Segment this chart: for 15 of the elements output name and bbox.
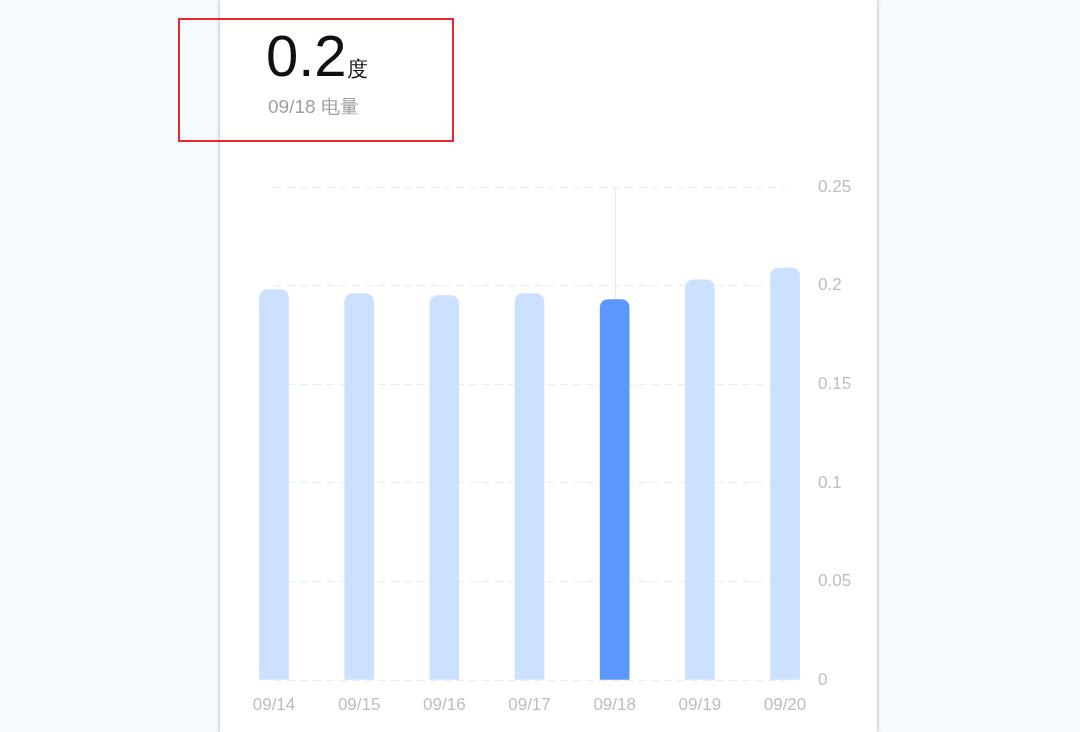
- x-tick-label: 09/20: [763, 694, 807, 714]
- x-tick-label: 09/17: [508, 694, 551, 714]
- chart-subtitle: 09/18 电量: [268, 95, 359, 119]
- y-tick-label: 0.1: [818, 472, 842, 492]
- x-tick-label: 09/16: [423, 694, 466, 714]
- y-tick-label: 0.15: [818, 374, 852, 394]
- x-tick-label: 09/19: [678, 694, 722, 714]
- x-tick-label: 09/15: [337, 694, 381, 714]
- y-tick-label: 0.25: [818, 176, 852, 196]
- x-tick-label: 09/18: [593, 694, 636, 714]
- x-tick-label: 09/14: [252, 694, 296, 714]
- y-tick-label: 0.05: [818, 571, 852, 591]
- y-tick-label: 0: [818, 669, 828, 689]
- chart-title: 0.2度: [266, 23, 368, 88]
- y-tick-label: 0.2: [818, 275, 842, 295]
